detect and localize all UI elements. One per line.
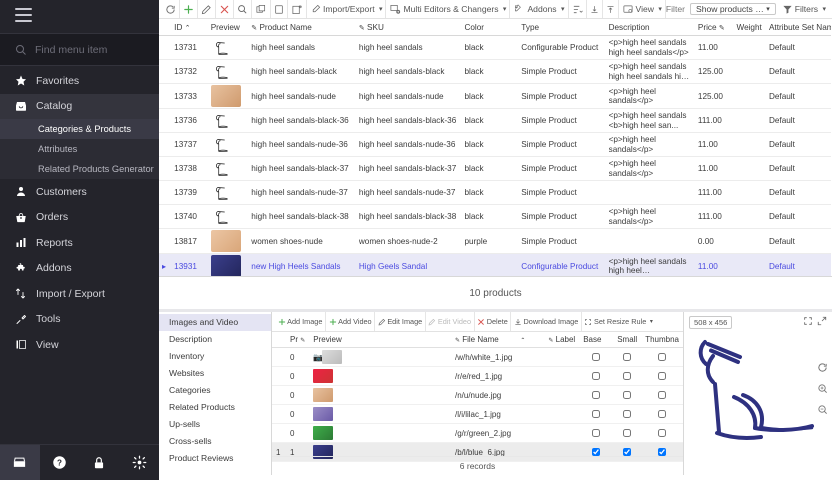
svg-text:?: ? xyxy=(57,458,62,467)
